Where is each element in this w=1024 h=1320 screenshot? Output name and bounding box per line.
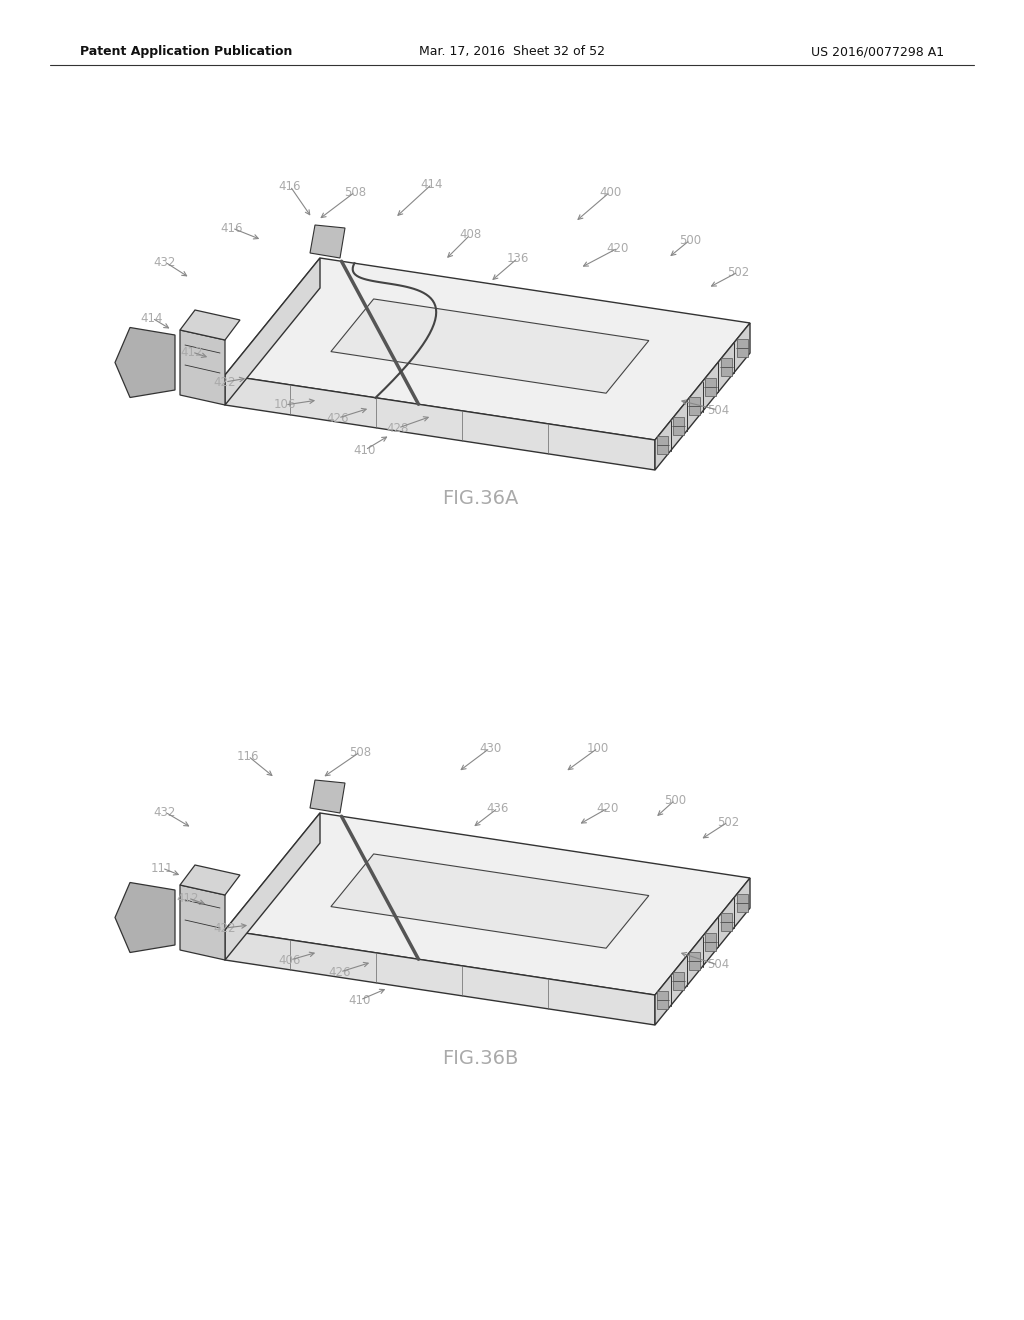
Text: 422: 422 xyxy=(214,921,237,935)
Polygon shape xyxy=(310,224,345,257)
Text: 414: 414 xyxy=(421,177,443,190)
Text: 426: 426 xyxy=(327,412,349,425)
Polygon shape xyxy=(736,894,748,903)
Text: 412: 412 xyxy=(177,891,200,904)
Text: 500: 500 xyxy=(664,793,686,807)
Text: 106: 106 xyxy=(273,399,296,412)
Text: 504: 504 xyxy=(707,958,729,972)
Polygon shape xyxy=(705,933,716,941)
Polygon shape xyxy=(689,407,700,416)
Text: 428: 428 xyxy=(387,421,410,434)
Text: 416: 416 xyxy=(221,222,244,235)
Polygon shape xyxy=(225,813,750,995)
Text: 420: 420 xyxy=(597,801,620,814)
Text: 508: 508 xyxy=(344,186,366,198)
Polygon shape xyxy=(705,378,716,387)
Polygon shape xyxy=(655,878,750,1026)
Polygon shape xyxy=(736,903,748,912)
Polygon shape xyxy=(115,883,175,953)
Polygon shape xyxy=(673,972,684,981)
Polygon shape xyxy=(689,397,700,407)
Text: 414: 414 xyxy=(140,312,163,325)
Polygon shape xyxy=(115,327,175,397)
Polygon shape xyxy=(721,367,732,376)
Text: US 2016/0077298 A1: US 2016/0077298 A1 xyxy=(811,45,944,58)
Text: 436: 436 xyxy=(486,801,509,814)
Polygon shape xyxy=(657,445,669,454)
Polygon shape xyxy=(689,952,700,961)
Polygon shape xyxy=(736,339,748,347)
Text: 502: 502 xyxy=(717,816,739,829)
Polygon shape xyxy=(331,298,649,393)
Polygon shape xyxy=(180,310,240,341)
Text: 426: 426 xyxy=(329,965,351,978)
Text: 408: 408 xyxy=(459,228,481,242)
Polygon shape xyxy=(721,923,732,931)
Polygon shape xyxy=(736,347,748,356)
Text: FIG.36B: FIG.36B xyxy=(441,1048,518,1068)
Polygon shape xyxy=(721,913,732,923)
Text: 422: 422 xyxy=(214,375,237,388)
Polygon shape xyxy=(180,865,240,895)
Polygon shape xyxy=(657,991,669,1001)
Polygon shape xyxy=(655,323,750,470)
Polygon shape xyxy=(225,931,655,1026)
Polygon shape xyxy=(721,358,732,367)
Text: FIG.36A: FIG.36A xyxy=(441,488,518,507)
Text: 500: 500 xyxy=(679,234,701,247)
Polygon shape xyxy=(673,981,684,990)
Text: Patent Application Publication: Patent Application Publication xyxy=(80,45,293,58)
Polygon shape xyxy=(705,941,716,950)
Text: Mar. 17, 2016  Sheet 32 of 52: Mar. 17, 2016 Sheet 32 of 52 xyxy=(419,45,605,58)
Polygon shape xyxy=(673,426,684,434)
Text: 508: 508 xyxy=(349,746,371,759)
Text: 416: 416 xyxy=(279,180,301,193)
Text: 406: 406 xyxy=(279,953,301,966)
Polygon shape xyxy=(180,330,225,405)
Polygon shape xyxy=(657,1001,669,1010)
Text: 432: 432 xyxy=(154,256,176,268)
Text: 410: 410 xyxy=(349,994,371,1006)
Text: 420: 420 xyxy=(607,242,629,255)
Polygon shape xyxy=(657,436,669,445)
Polygon shape xyxy=(310,780,345,813)
Text: 432: 432 xyxy=(154,805,176,818)
Polygon shape xyxy=(331,854,649,948)
Text: 116: 116 xyxy=(237,750,259,763)
Text: 430: 430 xyxy=(479,742,501,755)
Text: 136: 136 xyxy=(507,252,529,264)
Polygon shape xyxy=(225,257,319,405)
Text: 100: 100 xyxy=(587,742,609,755)
Text: 412: 412 xyxy=(181,346,203,359)
Polygon shape xyxy=(225,813,319,960)
Text: 504: 504 xyxy=(707,404,729,417)
Text: 410: 410 xyxy=(354,444,376,457)
Text: 400: 400 xyxy=(599,186,622,198)
Polygon shape xyxy=(705,387,716,396)
Polygon shape xyxy=(689,961,700,970)
Polygon shape xyxy=(225,257,750,440)
Text: 111: 111 xyxy=(151,862,173,874)
Polygon shape xyxy=(180,884,225,960)
Text: 502: 502 xyxy=(727,265,750,279)
Polygon shape xyxy=(673,417,684,426)
Polygon shape xyxy=(225,375,655,470)
